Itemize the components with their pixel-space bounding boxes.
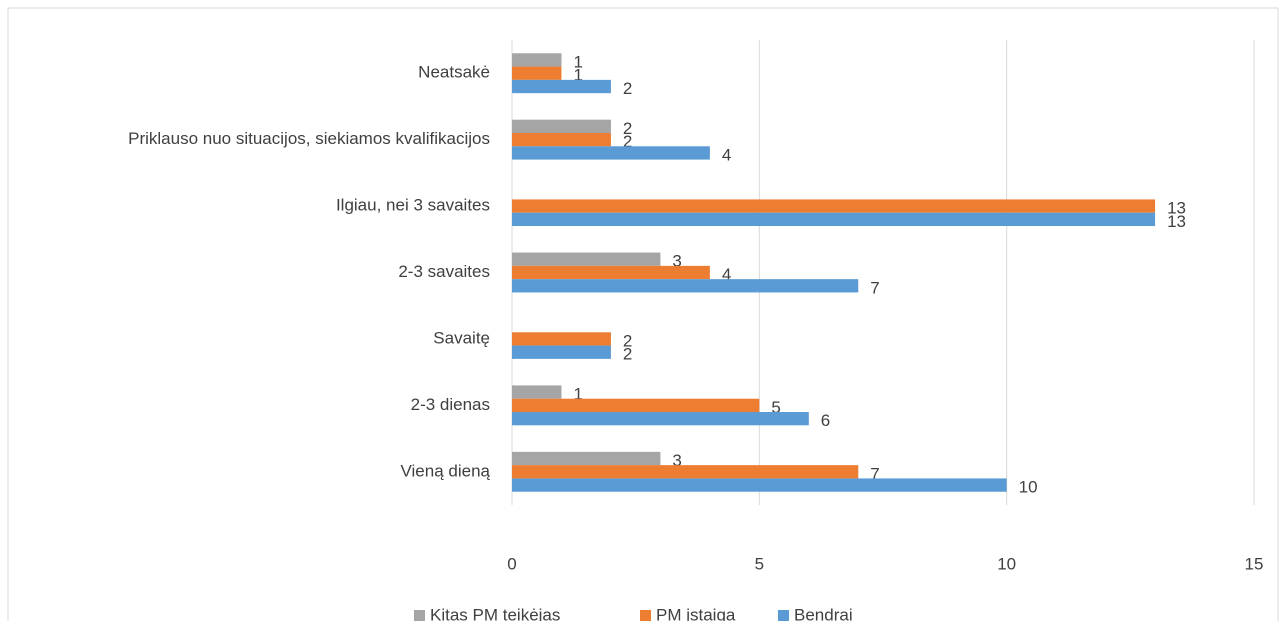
y-tick-label: Ilgiau, nei 3 savaites: [336, 196, 490, 215]
bar: [512, 332, 611, 346]
bar: [512, 345, 611, 359]
data-label: 2: [623, 79, 632, 98]
legend-label: Bendrai: [794, 605, 853, 621]
legend-swatch: [778, 610, 789, 621]
bar: [512, 53, 562, 67]
data-label: 2: [623, 331, 632, 350]
legend-label: Kitas PM teikėjas: [430, 605, 560, 621]
bar: [512, 66, 562, 80]
y-tick-label: 2-3 dienas: [411, 395, 490, 414]
x-tick-label: 15: [1245, 554, 1264, 573]
bar: [512, 451, 661, 466]
bar: [512, 119, 611, 133]
y-tick-label: Neatsakė: [418, 63, 490, 82]
bar: [512, 478, 1007, 492]
data-label: 10: [1019, 478, 1038, 497]
data-label: 2: [623, 132, 632, 151]
data-label: 3: [672, 252, 681, 271]
data-label: 1: [573, 52, 582, 71]
legend-label: PM įstaiga: [656, 605, 736, 621]
data-label: 7: [870, 278, 879, 297]
data-label: 4: [722, 145, 731, 164]
y-tick-label: 2-3 savaites: [398, 262, 490, 281]
bar: [512, 265, 710, 280]
bar: [512, 79, 611, 94]
data-label: 6: [821, 411, 830, 430]
data-label: 3: [672, 451, 681, 470]
x-tick-label: 10: [997, 554, 1016, 573]
x-tick-label: 0: [507, 554, 516, 573]
x-tick-label: 5: [755, 554, 764, 573]
data-label: 4: [722, 265, 731, 284]
data-label: 1: [573, 66, 582, 85]
data-label: 5: [771, 398, 780, 417]
data-label: 1: [573, 385, 582, 404]
bar: [512, 199, 1156, 213]
data-label: 2: [623, 119, 632, 138]
data-label: 7: [870, 464, 879, 483]
bar: [512, 279, 859, 293]
legend-swatch: [640, 610, 651, 621]
chart-border: [7, 7, 1279, 621]
data-label: 13: [1167, 199, 1186, 218]
bar: [512, 132, 611, 147]
bar: [512, 385, 562, 399]
bar: [512, 412, 809, 426]
y-tick-label: Vieną dieną: [401, 461, 491, 480]
bar: [512, 146, 710, 160]
y-tick-label: Savaitę: [433, 328, 490, 347]
bar: [512, 252, 661, 266]
data-label: 2: [623, 345, 632, 364]
bar: [512, 398, 760, 413]
bar: [512, 465, 859, 479]
y-tick-label: Priklauso nuo situacijos, siekiamos kval…: [128, 129, 490, 148]
bar: [512, 212, 1156, 227]
legend-swatch: [414, 610, 425, 621]
data-label: 13: [1167, 212, 1186, 231]
